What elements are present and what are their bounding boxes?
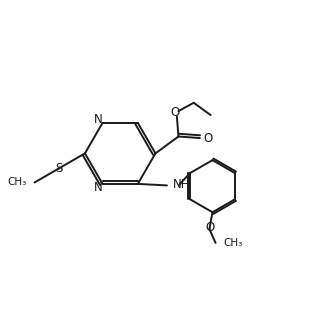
Text: CH₃: CH₃ [223, 238, 243, 248]
Text: O: O [203, 131, 213, 145]
Text: O: O [205, 221, 214, 234]
Text: CH₃: CH₃ [8, 177, 27, 188]
Text: N: N [94, 181, 102, 194]
Text: O: O [171, 107, 180, 119]
Text: N: N [94, 113, 102, 126]
Text: NH: NH [172, 178, 190, 191]
Text: S: S [55, 162, 62, 175]
